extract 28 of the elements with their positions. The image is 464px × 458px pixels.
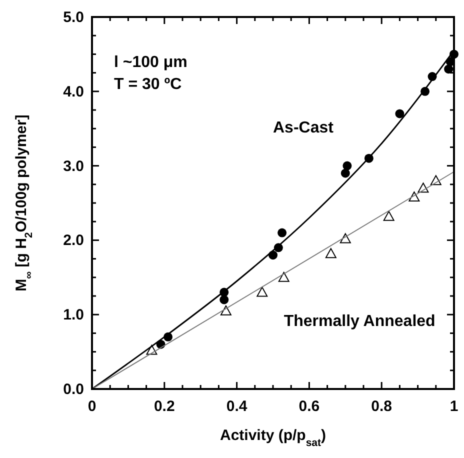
y-tick-label: 5.0 [63, 9, 84, 26]
annotation: l ~100 μm [114, 54, 188, 71]
point [325, 248, 336, 258]
y-tick-label: 4.0 [63, 83, 84, 100]
point [220, 305, 232, 316]
point [278, 272, 290, 282]
x-tick-label: 0.4 [226, 398, 248, 415]
legend-label: Thermally Annealed [284, 312, 436, 330]
x-axis-title: Activity (p/p$_{sat}$) [220, 427, 326, 449]
point [220, 295, 229, 304]
y-tick-label: 1.0 [63, 306, 84, 324]
x-tick-label: 0.8 [371, 398, 392, 415]
series-label: As-Cast [273, 119, 334, 136]
y-tick-label: 2.0 [63, 232, 84, 250]
point [340, 168, 350, 178]
point [278, 228, 287, 238]
point [444, 64, 454, 74]
point [383, 210, 394, 221]
x-tick-label: 0.2 [154, 398, 175, 415]
annotation: T = 30 ºC [114, 76, 182, 93]
point [395, 109, 404, 118]
x-tick-label: 0 [88, 398, 96, 415]
y-tick-label: 3.0 [63, 158, 84, 175]
y-tick-label: 0.0 [63, 381, 84, 398]
x-tick-label: 0.6 [298, 398, 320, 415]
point [342, 161, 352, 170]
point [256, 286, 268, 297]
x-tick-label: 1 [450, 398, 458, 415]
